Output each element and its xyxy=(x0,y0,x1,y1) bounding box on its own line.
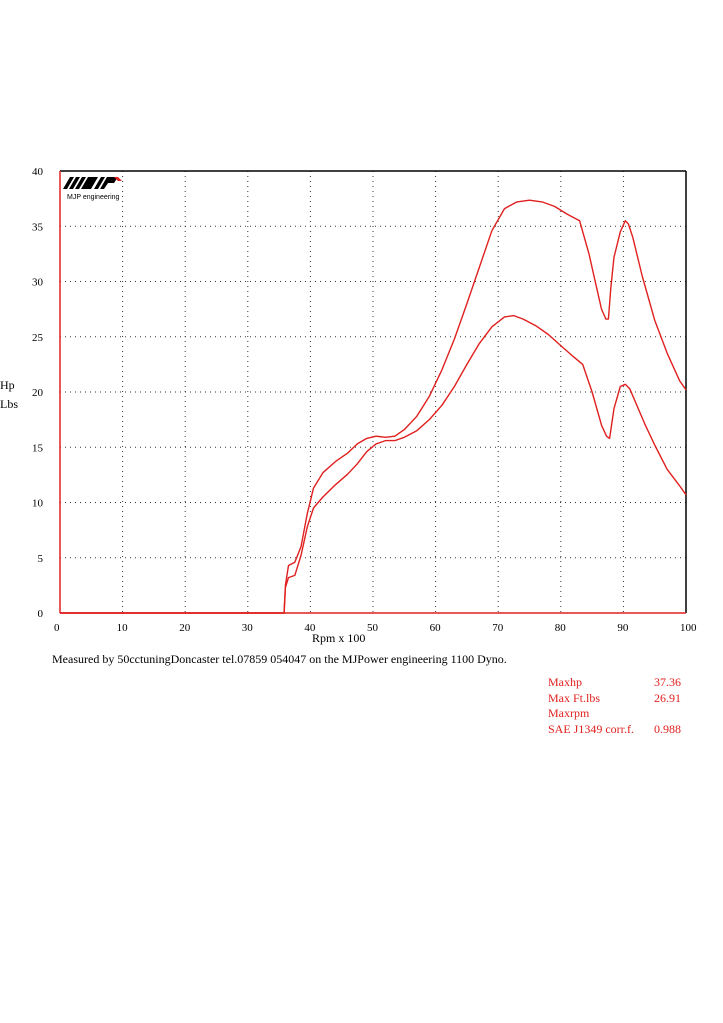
stat-value: 37.36 xyxy=(654,675,681,689)
stat-label: SAE J1349 corr.f. xyxy=(548,721,634,736)
x-tick-label: 70 xyxy=(492,622,504,634)
stat-row-correction: SAE J1349 corr.f. 0.988 xyxy=(548,722,718,738)
x-tick-label: 100 xyxy=(680,622,697,634)
y-tick-label: 10 xyxy=(32,498,44,510)
stat-label: Maxhp xyxy=(548,675,582,689)
stat-value: 0.988 xyxy=(654,721,681,736)
stat-row-maxftlbs: Max Ft.lbs 26.91 xyxy=(548,691,718,707)
stat-row-maxrpm: Maxrpm xyxy=(548,706,718,722)
y-tick-label: 5 xyxy=(38,553,44,565)
x-tick-label: 10 xyxy=(117,622,129,634)
y-tick-label: 20 xyxy=(32,387,44,399)
x-tick-label: 90 xyxy=(617,622,629,634)
logo-caption: MJP engineering xyxy=(67,194,120,201)
stat-label: Maxrpm xyxy=(548,706,590,720)
stat-value: 26.91 xyxy=(654,690,681,705)
x-tick-label: 20 xyxy=(179,622,191,634)
x-tick-label: 80 xyxy=(555,622,567,634)
y-tick-label: 40 xyxy=(32,166,44,178)
x-tick-labels: 0 10 20 30 40 50 60 70 80 90 100 xyxy=(54,622,697,634)
measurement-note: Measured by 50cctuningDoncaster tel.0785… xyxy=(52,652,507,666)
x-tick-label: 40 xyxy=(304,622,316,634)
y-tick-labels: 0 5 10 15 20 25 30 35 40 xyxy=(32,166,44,620)
series-line-hp xyxy=(60,199,687,614)
x-tick-label: 0 xyxy=(54,622,60,634)
x-tick-label: 50 xyxy=(367,622,379,634)
y-tick-label: 15 xyxy=(32,442,44,454)
x-tick-label: 60 xyxy=(430,622,442,634)
series-line-lbs xyxy=(60,314,687,614)
x-tick-label: 30 xyxy=(242,622,254,634)
y-tick-label: 30 xyxy=(32,277,44,289)
stats-panel: Maxhp 37.36 Max Ft.lbs 26.91 Maxrpm SAE … xyxy=(548,675,718,737)
y-tick-label: 0 xyxy=(38,608,44,620)
y-tick-label: 35 xyxy=(32,221,44,233)
y-axis-label-hp: Hp xyxy=(0,378,15,392)
stat-label: Max Ft.lbs xyxy=(548,690,601,705)
x-axis-label: Rpm x 100 xyxy=(312,631,366,645)
y-tick-label: 25 xyxy=(32,332,44,344)
y-axis-label-lbs: Lbs xyxy=(0,397,18,411)
chart-series xyxy=(60,199,687,614)
stat-row-maxhp: Maxhp 37.36 xyxy=(548,675,718,691)
mjp-logo-icon xyxy=(63,177,122,189)
chart-grid xyxy=(60,171,686,613)
